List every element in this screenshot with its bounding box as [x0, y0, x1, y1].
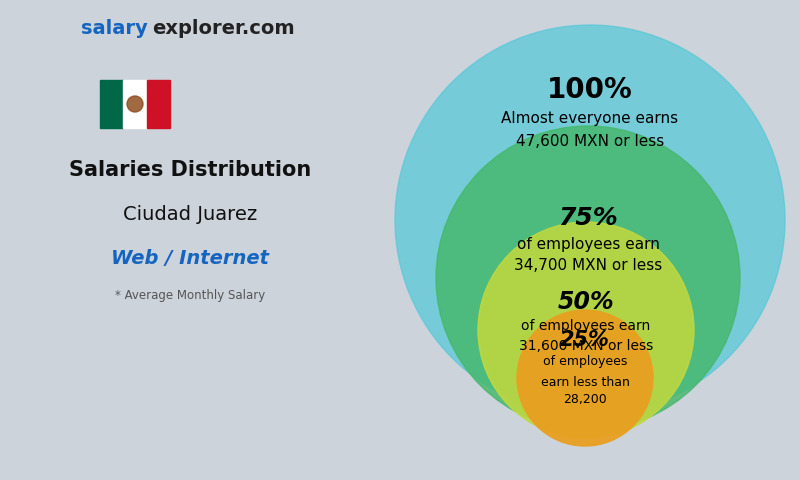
- Text: Salaries Distribution: Salaries Distribution: [69, 160, 311, 180]
- Text: * Average Monthly Salary: * Average Monthly Salary: [115, 288, 265, 301]
- Bar: [100, 80, 123, 128]
- Circle shape: [436, 126, 740, 430]
- Text: Almost everyone earns: Almost everyone earns: [502, 110, 678, 125]
- Bar: [146, 80, 170, 128]
- Text: of employees earn: of employees earn: [522, 319, 650, 333]
- Text: of employees: of employees: [543, 356, 627, 369]
- Text: salary: salary: [82, 19, 148, 37]
- Text: 28,200: 28,200: [563, 394, 607, 407]
- Text: 47,600 MXN or less: 47,600 MXN or less: [516, 134, 664, 149]
- Text: Web / Internet: Web / Internet: [111, 249, 269, 267]
- Text: of employees earn: of employees earn: [517, 237, 659, 252]
- Text: earn less than: earn less than: [541, 375, 630, 388]
- Text: 50%: 50%: [558, 290, 614, 314]
- Circle shape: [127, 96, 143, 112]
- Text: 34,700 MXN or less: 34,700 MXN or less: [514, 259, 662, 274]
- Text: explorer.com: explorer.com: [152, 19, 294, 37]
- Text: 75%: 75%: [558, 206, 618, 230]
- Text: 100%: 100%: [547, 76, 633, 104]
- Circle shape: [478, 222, 694, 438]
- Text: 25%: 25%: [560, 330, 610, 350]
- Circle shape: [395, 25, 785, 415]
- Circle shape: [517, 310, 653, 446]
- Bar: [123, 80, 146, 128]
- Text: Ciudad Juarez: Ciudad Juarez: [123, 205, 257, 225]
- Text: 31,600 MXN or less: 31,600 MXN or less: [519, 339, 653, 353]
